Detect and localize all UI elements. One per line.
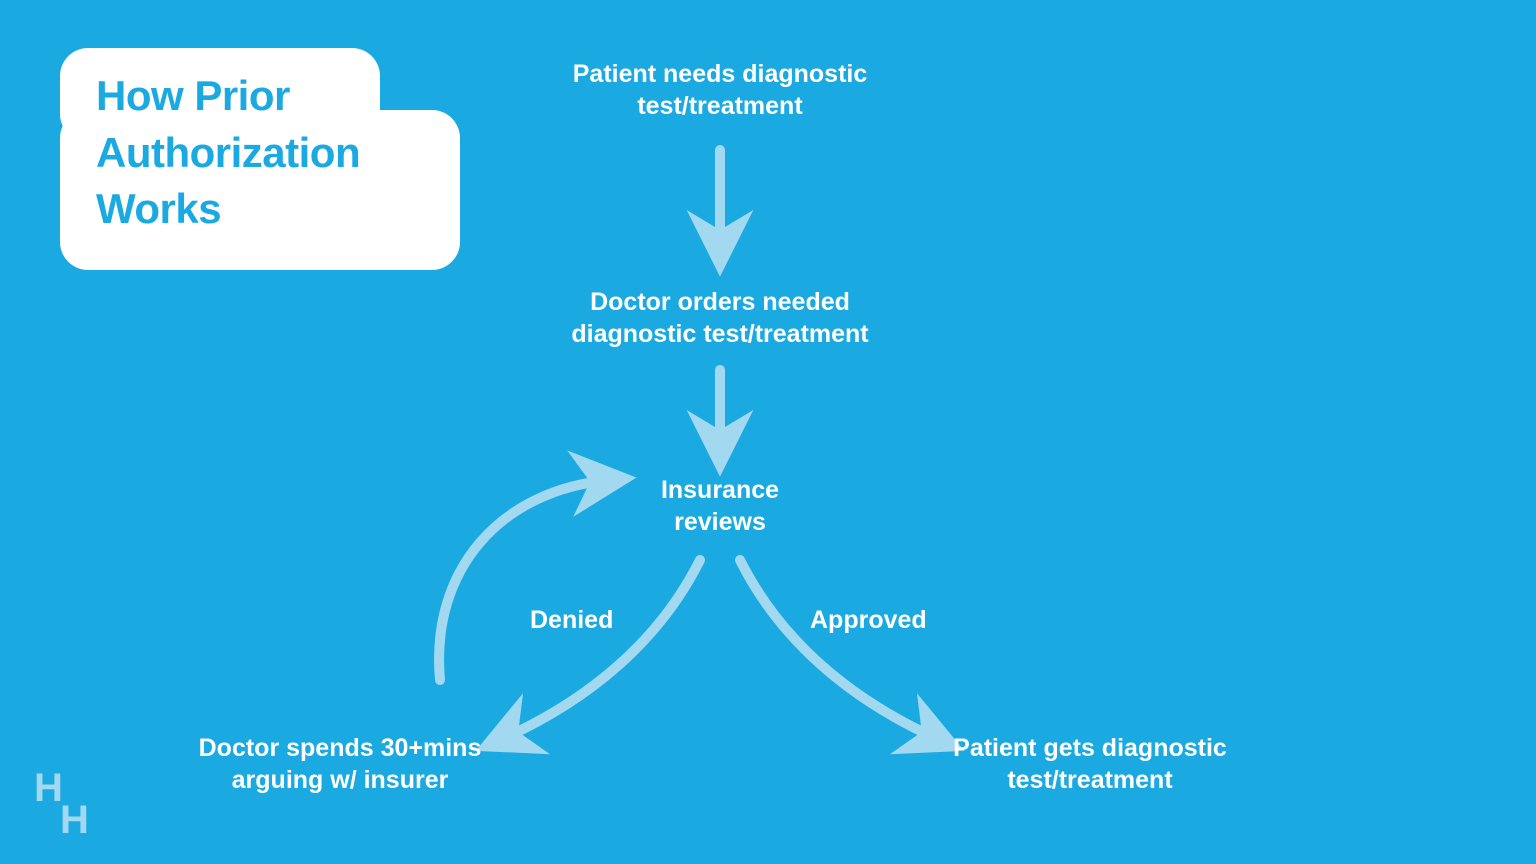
node-doctor-argues: Doctor spends 30+mins arguing w/ insurer [170, 732, 510, 796]
node-line: Doctor orders needed [530, 286, 910, 318]
arrow-approved [740, 560, 940, 740]
node-line: Patient gets diagnostic [920, 732, 1260, 764]
node-line: test/treatment [540, 90, 900, 122]
arrow-denied [500, 560, 700, 740]
label-approved: Approved [810, 606, 927, 635]
node-insurance-reviews: Insurance reviews [610, 474, 830, 538]
node-doctor-orders: Doctor orders needed diagnostic test/tre… [530, 286, 910, 350]
node-line: Patient needs diagnostic [540, 58, 900, 90]
logo-h2: H [60, 804, 88, 836]
page-title: How Prior Authorization Works [96, 68, 360, 238]
node-line: arguing w/ insurer [170, 764, 510, 796]
infographic-canvas: How Prior Authorization Works Patient ne… [0, 0, 1536, 864]
arrow-loopback [439, 480, 610, 680]
title-line-3: Works [96, 181, 360, 238]
hh-logo: H H [34, 772, 88, 836]
node-patient-needs: Patient needs diagnostic test/treatment [540, 58, 900, 122]
node-line: Doctor spends 30+mins [170, 732, 510, 764]
node-patient-gets: Patient gets diagnostic test/treatment [920, 732, 1260, 796]
node-line: test/treatment [920, 764, 1260, 796]
title-line-1: How Prior [96, 68, 360, 125]
node-line: diagnostic test/treatment [530, 318, 910, 350]
title-line-2: Authorization [96, 125, 360, 182]
node-line: reviews [610, 506, 830, 538]
label-denied: Denied [530, 606, 613, 635]
node-line: Insurance [610, 474, 830, 506]
